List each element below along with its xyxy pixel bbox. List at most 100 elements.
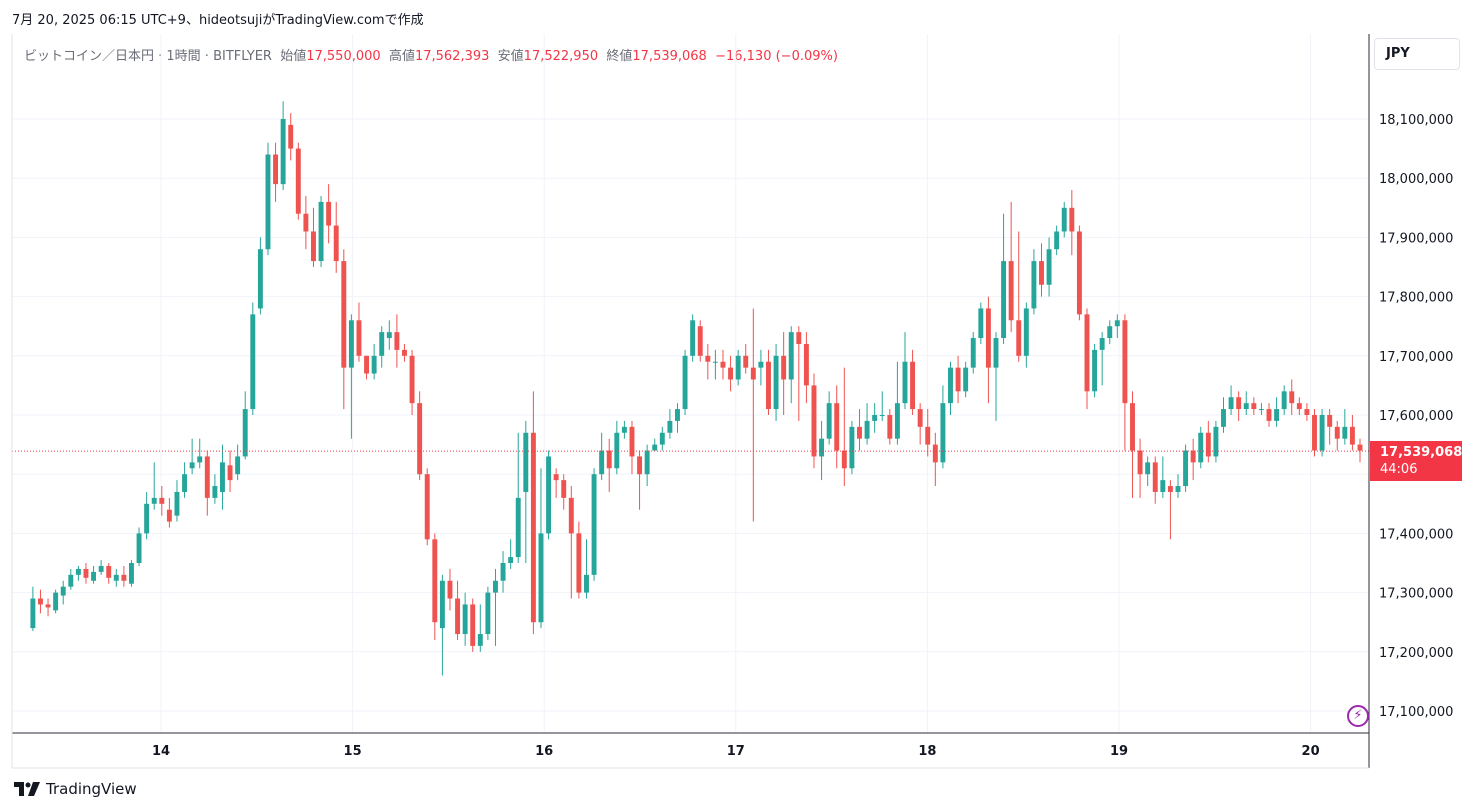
candle-body: [1099, 338, 1105, 350]
candle-body: [1023, 308, 1029, 356]
candle-body: [690, 320, 696, 356]
candle-body: [1213, 426, 1219, 457]
close-value: 17,539,068: [632, 49, 707, 64]
candle-body: [515, 497, 521, 558]
candle-body: [591, 474, 597, 575]
candle-body: [439, 580, 445, 629]
time-tick-label: 15: [344, 744, 362, 759]
close-label: 終値: [606, 49, 633, 64]
candle-body: [477, 634, 483, 646]
candles: [30, 101, 1363, 676]
candle-body: [386, 332, 392, 339]
candle-body: [30, 598, 36, 629]
candle-body: [462, 604, 468, 635]
candle-body: [584, 574, 589, 593]
time-tick-label: 17: [727, 744, 745, 759]
bar-countdown: 44:06: [1380, 462, 1418, 477]
candle-body: [341, 261, 347, 368]
price-tick-label: 17,100,000: [1379, 705, 1453, 720]
candle-body: [523, 432, 529, 492]
candle-body: [432, 539, 438, 623]
candle-body: [1228, 397, 1234, 410]
ohlc-legend: ビットコイン／日本円 · 1時間 · BITFLYER 始値17,550,000…: [24, 45, 838, 64]
candle-body: [705, 355, 711, 362]
candle-body: [204, 456, 210, 498]
candle-body: [455, 598, 461, 635]
candle-body: [659, 432, 665, 445]
time-axis[interactable]: 14 15 16 17 18 19 20: [11, 34, 1369, 769]
candle-body: [841, 450, 847, 469]
candle-body: [189, 462, 195, 469]
candle-body: [424, 474, 430, 540]
candle-body: [45, 604, 51, 608]
candle-body: [963, 367, 969, 392]
time-tick-label: 20: [1302, 744, 1320, 759]
candle-body: [227, 465, 233, 481]
candle-body: [766, 361, 771, 410]
time-tick-label: 16: [535, 744, 553, 759]
candle-body: [182, 474, 188, 492]
candle-body: [1008, 261, 1014, 321]
candle-body: [781, 355, 787, 380]
candle-body: [1190, 450, 1196, 463]
candle-body: [53, 592, 59, 611]
candle-body: [1046, 249, 1052, 285]
candle-body: [932, 444, 938, 463]
price-axis[interactable]: 17,100,000 17,200,000 17,300,000 17,400,000…: [1368, 0, 1479, 812]
currency-button[interactable]: JPY: [1374, 38, 1460, 70]
candle-body: [364, 355, 370, 374]
candle-body: [614, 432, 620, 469]
candle-body: [356, 320, 362, 356]
candle-body: [1122, 320, 1128, 404]
candle-body: [409, 355, 415, 404]
candle-body: [91, 571, 97, 581]
candle-body: [144, 503, 150, 534]
candle-body: [857, 426, 862, 439]
candle-body: [667, 420, 673, 433]
candle-body: [1342, 426, 1348, 439]
candle-body: [303, 213, 309, 232]
price-tick-label: 17,300,000: [1379, 587, 1453, 602]
candle-body: [1349, 426, 1355, 445]
candle-body: [333, 225, 339, 262]
time-tick-label: 18: [918, 744, 936, 759]
candle-body: [910, 361, 916, 410]
grid-lines: [12, 34, 1369, 733]
candle-body: [98, 565, 104, 572]
candle-body: [606, 450, 612, 469]
candle-body: [682, 355, 688, 410]
candle-body: [720, 361, 726, 368]
last-price-value: 17,539,068: [1380, 445, 1463, 460]
candle-body: [538, 533, 544, 623]
candle-body: [1167, 486, 1173, 492]
candle-body: [568, 497, 574, 534]
price-axis-bg: [1370, 0, 1479, 812]
candle-body: [113, 574, 119, 581]
price-tick-label: 17,900,000: [1379, 231, 1453, 246]
candle-body: [629, 426, 635, 457]
candle-body: [1137, 450, 1143, 475]
candle-body: [1114, 320, 1120, 327]
candle-body: [402, 349, 407, 356]
candle-body: [902, 361, 908, 404]
candle-body: [735, 355, 741, 380]
candle-body: [985, 308, 991, 368]
open-label: 始値: [280, 49, 307, 64]
candle-body: [1258, 409, 1264, 411]
candle-body: [1001, 261, 1007, 339]
candle-body: [561, 480, 567, 498]
candle-body: [60, 586, 66, 596]
candle-body: [644, 450, 650, 475]
tradingview-brand[interactable]: TradingView: [14, 780, 137, 798]
candle-body: [1319, 415, 1325, 451]
candle-body: [925, 426, 931, 445]
candle-body: [1221, 409, 1226, 427]
candle-body: [1069, 207, 1075, 232]
low-value: 17,522,950: [523, 49, 599, 64]
candle-body: [500, 563, 506, 581]
lightning-icon[interactable]: ⚡: [1347, 705, 1369, 727]
candle-body: [955, 367, 961, 392]
candle-body: [265, 154, 271, 250]
candle-body: [743, 355, 749, 368]
